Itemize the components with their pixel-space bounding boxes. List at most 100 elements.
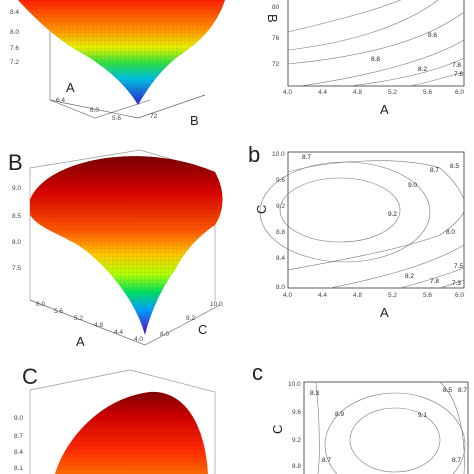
svg-text:8.5: 8.5 [443,387,452,394]
contour-c-y-label: C [270,425,285,434]
surface-c-z-tick: 9.0 [14,415,23,422]
svg-text:8.0: 8.0 [276,284,285,291]
contour-c-frame [303,381,469,474]
svg-text:4.8: 4.8 [353,89,362,96]
svg-text:4.8: 4.8 [353,292,362,299]
contour-a-level-label: 8.6 [428,32,437,39]
svg-text:8.2: 8.2 [405,273,414,280]
contour-a-level-label: 8.2 [418,66,427,73]
svg-text:7.3: 7.3 [452,280,461,287]
surface-a-z-tick: 8.0 [10,29,19,36]
svg-text:8.7: 8.7 [302,154,311,161]
contour-a-y-tick: 80 [272,4,280,11]
svg-text:9.6: 9.6 [276,177,285,184]
svg-text:6.0: 6.0 [455,89,464,96]
surface-c-z-tick: 8.4 [14,449,23,456]
svg-text:5.6: 5.6 [54,308,63,315]
contour-b-x-ticks: 4.0 4.4 4.8 5.2 5.6 6.0 [283,292,464,299]
svg-text:5.2: 5.2 [74,315,83,322]
svg-text:8.8: 8.8 [276,229,285,236]
svg-text:8.0: 8.0 [160,331,169,338]
svg-text:9.1: 9.1 [418,412,427,419]
svg-text:6.0: 6.0 [36,301,45,308]
surface-a-z-tick: 7.6 [10,45,19,52]
contour-b-y-ticks: 10.0 9.6 9.2 8.8 8.4 8.0 [272,151,285,291]
surface-b-z-tick: 8.0 [12,239,21,246]
contour-panel-c: 8.3 8.5 8.7 8.9 9.1 8.7 8.7 10.0 9.6 9.2… [270,381,469,474]
svg-text:9.0: 9.0 [408,182,417,189]
svg-text:7.5: 7.5 [454,263,463,270]
surface-a-x-tick: 5.6 [112,115,121,122]
svg-text:4.4: 4.4 [318,292,327,299]
svg-text:8.4: 8.4 [276,255,285,262]
svg-text:6.0: 6.0 [455,292,464,299]
svg-text:9.2: 9.2 [186,315,195,322]
surface-a-z-tick: 8.4 [10,9,19,16]
svg-text:9.2: 9.2 [388,211,397,218]
surface-a-z-tick: 7.2 [10,59,19,66]
svg-text:8.0: 8.0 [446,229,455,236]
svg-text:4.0: 4.0 [134,336,143,343]
surface-c-z-tick: 8.1 [14,465,23,472]
contour-panel-b: 8.7 8.5 8.7 9.0 9.2 8.0 7.5 7.3 8.2 7.8 … [254,151,464,320]
svg-text:8.7: 8.7 [430,167,439,174]
svg-text:5.6: 5.6 [423,292,432,299]
contour-b-frame [287,151,465,289]
svg-text:5.2: 5.2 [388,292,397,299]
surface-b-x-ticks: 6.0 5.6 5.2 4.8 4.4 4.0 [36,301,143,343]
svg-text:8.9: 8.9 [335,411,344,418]
svg-text:4.4: 4.4 [318,89,327,96]
svg-text:10.0: 10.0 [210,301,223,308]
surface-a-x-label: A [66,80,75,95]
svg-text:4.0: 4.0 [283,89,292,96]
svg-text:8.8: 8.8 [292,463,301,470]
surface-a-y-label: B [190,113,199,128]
surface-panel-c: 9.0 8.7 8.4 8.1 [14,369,216,474]
surface-b-x-label: A [76,334,85,349]
contour-a-y-tick: 76 [272,35,280,42]
contour-c-level-labels: 8.3 8.5 8.7 8.9 9.1 8.7 8.7 [310,387,467,464]
svg-text:10.0: 10.0 [288,381,301,388]
contour-a-level-label: 7.8 [452,62,461,69]
svg-text:4.4: 4.4 [114,329,123,336]
contour-b-level-labels: 8.7 8.5 8.7 9.0 9.2 8.0 7.5 7.3 8.2 7.8 [302,154,463,287]
surface-panel-a: 8.4 8.0 7.6 7.2 6.4 6.0 5.6 72 A B [10,0,225,128]
contour-b-y-label: C [254,205,269,214]
surface-panel-b: 9.0 8.5 8.0 7.5 6.0 5.6 5.2 4.8 4.4 4.0 … [12,149,223,349]
svg-text:9.6: 9.6 [292,409,301,416]
surface-b-z-tick: 8.5 [12,213,21,220]
contour-c-y-ticks: 10.0 9.6 9.2 8.8 [288,381,301,470]
svg-text:9.2: 9.2 [292,437,301,444]
svg-text:8.7: 8.7 [452,457,461,464]
contour-a-y-tick: 72 [272,61,280,68]
svg-text:8.7: 8.7 [322,457,331,464]
contour-panel-a: 8.8 8.6 8.2 7.8 7.6 80 76 72 4.0 4.4 4.8… [265,0,464,117]
contour-a-y-label: B [265,14,280,23]
contour-a-x-ticks: 4.0 4.4 4.8 5.2 5.6 6.0 [283,89,464,96]
svg-text:8.7: 8.7 [458,387,467,394]
svg-text:5.6: 5.6 [423,89,432,96]
svg-text:8.5: 8.5 [450,163,459,170]
surface-a-x-tick: 6.0 [90,107,99,114]
surface-c-z-tick: 8.7 [14,433,23,440]
surface-a-y-tick: 72 [150,113,158,120]
panel-letter-C: C [22,364,38,389]
svg-text:7.8: 7.8 [430,278,439,285]
surface-b-z-tick: 7.5 [12,265,21,272]
panel-letter-c: c [252,360,263,385]
contour-a-level-label: 7.6 [454,71,463,78]
svg-text:8.3: 8.3 [310,390,319,397]
panel-letter-b: b [248,142,260,167]
contour-a-level-label: 8.8 [371,56,380,63]
contour-a-frame [287,0,465,87]
svg-text:4.0: 4.0 [283,292,292,299]
contour-b-x-label: A [380,305,389,320]
surface-a-x-tick: 6.4 [56,97,65,104]
surface-b-z-tick: 9.0 [12,185,21,192]
svg-text:5.2: 5.2 [388,89,397,96]
svg-text:10.0: 10.0 [272,151,285,158]
surface-b-y-label: C [198,322,207,337]
panel-letter-B: B [8,150,23,175]
surface-b-y-ticks: 8.0 9.2 10.0 [160,301,223,338]
